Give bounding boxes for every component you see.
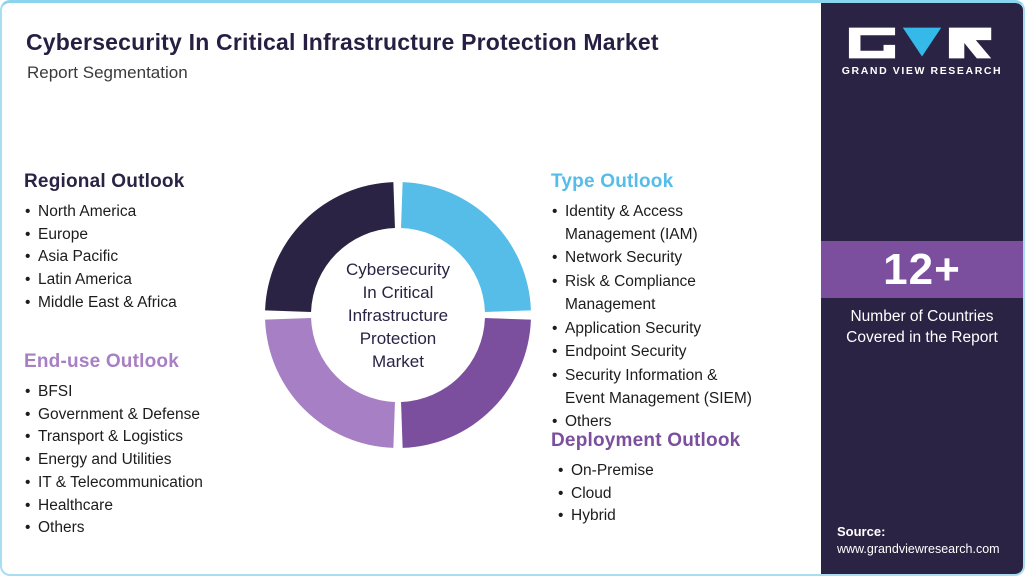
segmentation-donut-chart: Cybersecurity In Critical Infrastructure Pr… [262, 179, 534, 451]
list-item: Others [24, 517, 269, 540]
list-item: North America [24, 201, 264, 224]
type-outlook-title: Type Outlook [551, 171, 674, 192]
countries-count-badge: 12+ [821, 241, 1023, 298]
page-title: Cybersecurity In Critical Infrastructure… [26, 29, 659, 55]
grand-view-research-logo-icon [848, 27, 992, 59]
countries-count-value: 12+ [883, 244, 961, 294]
list-item: Government & Defense [24, 404, 269, 427]
type-outlook-list: Identity & Access Management (IAM)Networ… [551, 201, 756, 434]
enduse-outlook-list: BFSIGovernment & DefenseTransport & Logi… [24, 381, 269, 540]
list-item: Europe [24, 224, 264, 247]
source-label: Source: [837, 524, 886, 539]
donut-chart-svg [265, 182, 531, 448]
enduse-outlook-title: End-use Outlook [24, 351, 179, 372]
section-type-outlook: Type Outlook Identity & Access Managemen… [551, 171, 803, 435]
page-subtitle: Report Segmentation [27, 63, 188, 82]
list-item: Endpoint Security [551, 341, 756, 364]
deployment-outlook-list: On-PremiseCloudHybrid [551, 460, 791, 528]
list-item: Network Security [551, 247, 756, 270]
section-enduse-outlook: End-use Outlook BFSIGovernment & Defense… [24, 351, 269, 540]
countries-caption-lines: Number of Countries Covered in the Report [821, 306, 1023, 348]
regional-outlook-title: Regional Outlook [24, 171, 185, 192]
list-item: IT & Telecommunication [24, 472, 269, 495]
donut-segment-enduse [265, 318, 395, 448]
list-item: Transport & Logistics [24, 426, 269, 449]
list-item: Others [551, 411, 756, 434]
list-item: Risk & Compliance Management [551, 271, 756, 316]
list-item: Latin America [24, 269, 264, 292]
countries-count-caption: Number of Countries Covered in the Report [821, 306, 1023, 348]
list-item: Middle East & Africa [24, 292, 264, 315]
brand-sidebar: GRAND VIEW RESEARCH 12+ Number of Countr… [821, 3, 1023, 574]
list-item: Covered in the Report [846, 329, 998, 346]
list-item: Application Security [551, 318, 756, 341]
section-regional-outlook: Regional Outlook North AmericaEuropeAsia… [24, 171, 264, 315]
source-url: www.grandviewresearch.com [837, 542, 1000, 556]
deployment-outlook-title: Deployment Outlook [551, 430, 741, 451]
list-item: Healthcare [24, 495, 269, 518]
section-deployment-outlook: Deployment Outlook On-PremiseCloudHybrid [551, 430, 791, 528]
regional-outlook-list: North AmericaEuropeAsia PacificLatin Ame… [24, 201, 264, 315]
list-item: Identity & Access Management (IAM) [551, 201, 756, 246]
list-item: Security Information & Event Management … [551, 365, 756, 410]
list-item: On-Premise [557, 460, 791, 483]
list-item: Cloud [557, 483, 791, 506]
list-item: Hybrid [557, 505, 791, 528]
source-block: Source: www.grandviewresearch.com [837, 524, 1000, 556]
list-item: Asia Pacific [24, 246, 264, 269]
donut-segment-regional [265, 182, 395, 312]
donut-segment-deployment [401, 318, 531, 448]
list-item: BFSI [24, 381, 269, 404]
list-item: Number of Countries [850, 308, 994, 325]
donut-segment-type [401, 182, 531, 312]
list-item: Energy and Utilities [24, 449, 269, 472]
brand-name: GRAND VIEW RESEARCH [841, 65, 1003, 77]
